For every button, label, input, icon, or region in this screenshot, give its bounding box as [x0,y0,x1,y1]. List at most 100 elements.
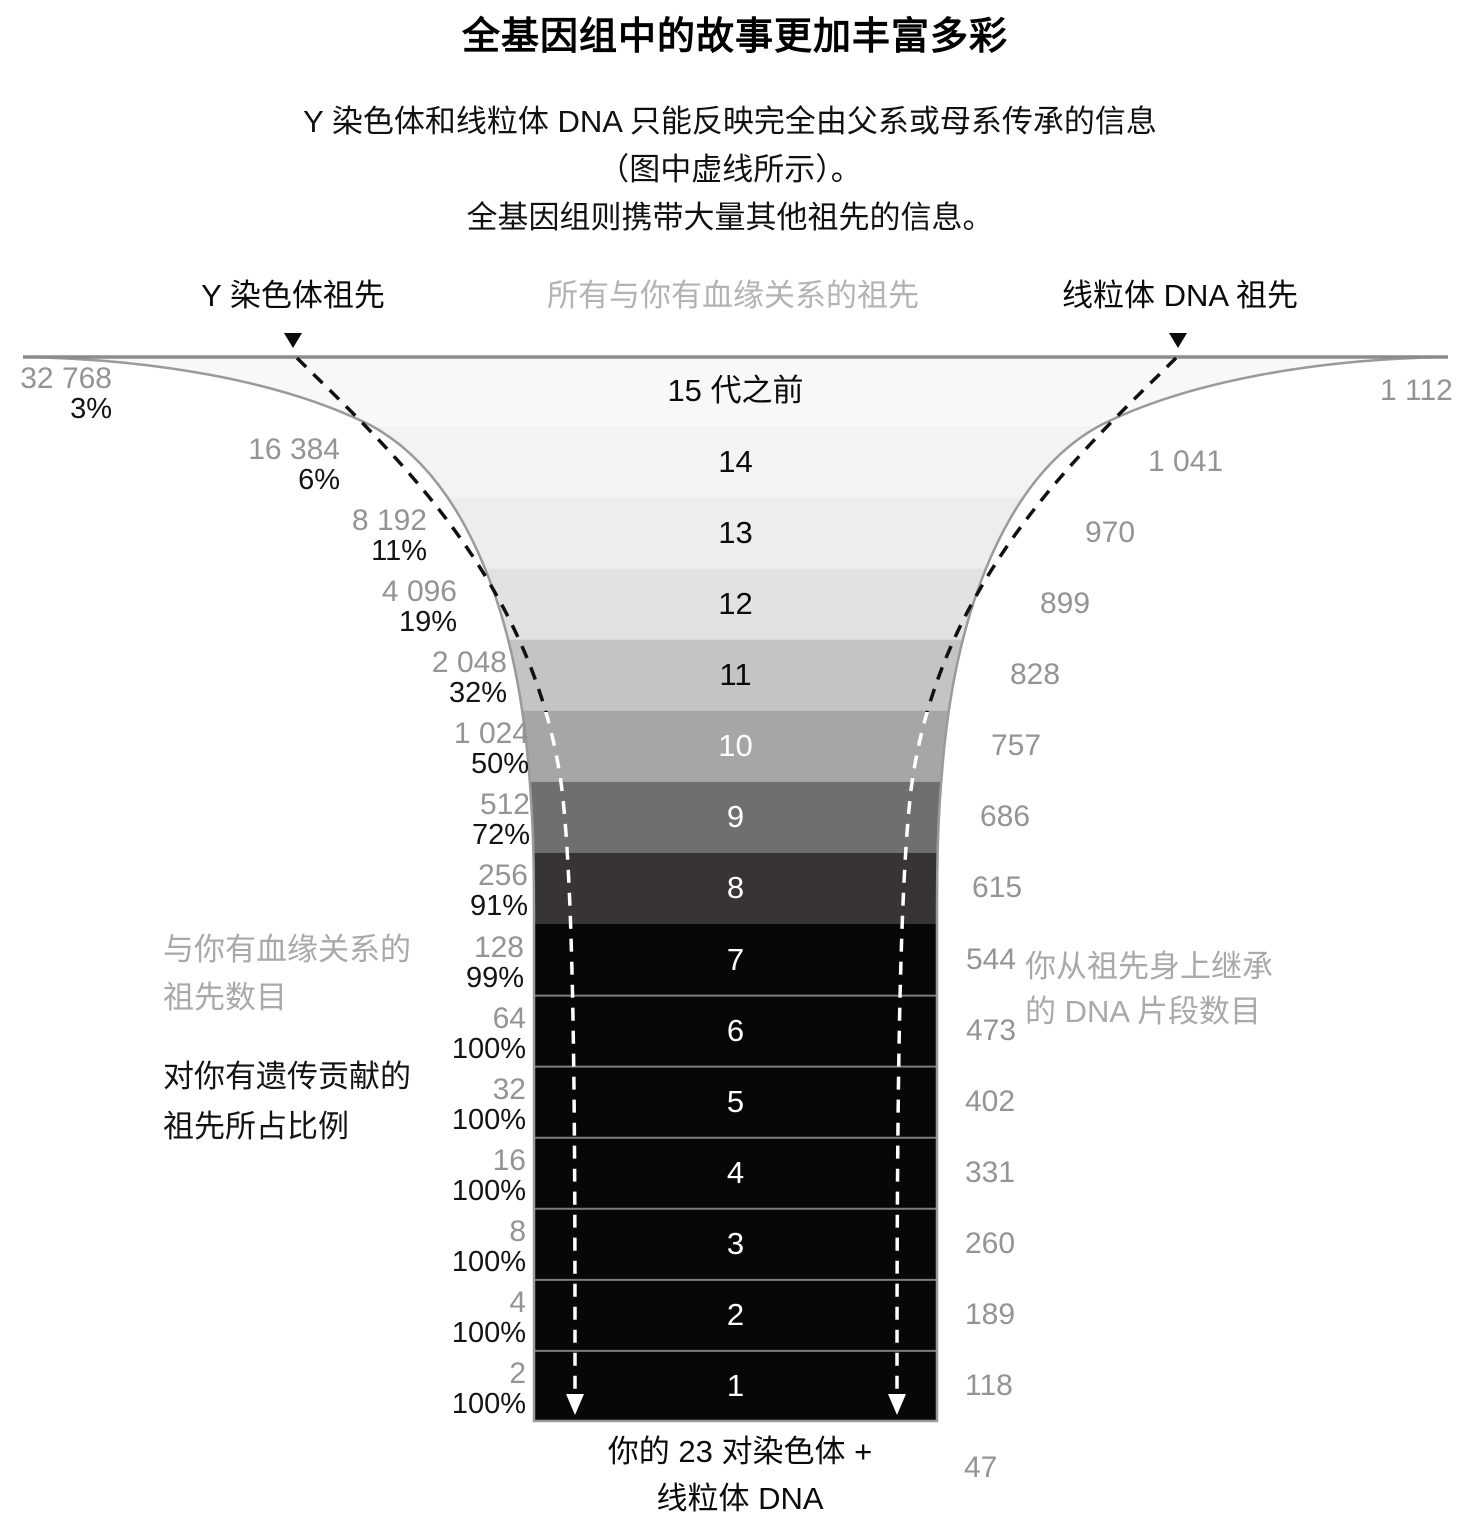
ancestor-count: 4 096 [381,575,457,609]
mtdna-ancestor-label: 线粒体 DNA 祖先 [1062,278,1298,313]
ancestor-count-pair-gen-13: 8 192 11% [352,505,427,567]
segment-count-gen-13: 970 [1085,516,1136,550]
your-chromosomes-label-line-1: 你的 23 对染色体 + [607,1434,873,1469]
generation-label-8: 8 [726,870,745,906]
ancestor-count-annotation-line-1: 与你有血缘关系的 [163,932,411,967]
ancestor-count-pair-gen-5: 32 100% [452,1074,526,1136]
ancestor-count-pair-gen-14: 16 384 6% [248,434,340,496]
percent-contribution: 72% [471,819,530,852]
ancestor-count: 1 024 [453,717,529,751]
ancestor-count-pair-gen-1: 2 100% [452,1358,526,1420]
dna-segments-annotation-line-1: 你从祖先身上继承 [1025,949,1273,984]
segment-count-gen-9: 686 [980,800,1031,834]
chart-subtitle-line-3: 全基因组则携带大量其他祖先的信息。 [466,200,994,235]
segment-count-gen-11: 828 [1010,658,1061,692]
ancestor-count-pair-gen-12: 4 096 19% [382,576,457,638]
segment-count-gen-7: 544 [966,942,1017,976]
band-separators [534,994,937,1352]
generation-label-10: 10 [718,728,753,764]
ancestor-count: 32 768 [20,362,112,395]
segment-count-gen-4: 331 [965,1155,1016,1189]
percent-contribution: 100% [451,1032,526,1065]
percent-contribution: 100% [451,1387,526,1420]
y-lineage-arrowhead-icon [566,1394,584,1415]
generation-label-1: 1 [726,1367,745,1403]
segment-count-gen-3: 260 [965,1226,1016,1260]
ancestor-count-pair-gen-9: 512 72% [472,789,530,851]
chart-subtitle-line-1: Y 染色体和线粒体 DNA 只能反映完全由父系或母系传承的信息 [303,104,1157,139]
ancestor-count: 512 [479,788,530,822]
ancestor-count: 64 [492,1001,526,1035]
generation-label-4: 4 [726,1154,745,1190]
generation-label-5: 5 [726,1083,745,1119]
lineage-dashed-lines [295,356,1178,1394]
segment-count-gen-8: 615 [972,871,1023,905]
ancestor-count: 16 384 [248,433,340,467]
percent-contribution-annotation-line-2: 祖先所占比例 [163,1109,349,1144]
ancestor-count: 8 192 [351,504,427,538]
ancestor-count: 128 [473,930,524,964]
ancestor-count: 2 [509,1356,526,1390]
ancestor-count-pair-gen-8: 256 91% [470,860,528,922]
generation-label-7: 7 [726,941,745,977]
mtdna-lineage-arrowhead-icon [888,1394,906,1415]
ancestor-count-annotation-line-2: 祖先数目 [163,980,287,1015]
segment-count-gen-15: 1 112 [1380,374,1453,407]
segment-count-gen-1: 118 [965,1368,1013,1402]
generation-label-14: 14 [718,444,753,480]
ancestor-count: 256 [477,859,528,893]
segment-count-gen-14: 1 041 [1148,445,1224,479]
ancestor-count: 16 [492,1143,526,1177]
percent-contribution: 100% [451,1103,526,1136]
segment-count-gen-6: 473 [966,1013,1017,1047]
generation-label-15: 15 代之前 [667,373,804,408]
segment-count-gen-12: 899 [1040,587,1091,621]
generation-label-2: 2 [726,1296,745,1332]
ancestor-count-pair-gen-6: 64 100% [452,1003,526,1065]
percent-contribution: 50% [470,748,529,781]
y-chromosome-ancestor-label: Y 染色体祖先 [201,278,385,313]
generation-label-3: 3 [726,1225,745,1261]
ancestor-count-pair-gen-3: 8 100% [452,1216,526,1278]
lineage-markers [284,333,1187,1415]
generation-label-9: 9 [726,799,745,835]
ancestor-count-pair-gen-15: 32 768 3% [20,363,112,425]
chart-subtitle-line-2: （图中虚线所示）。 [598,152,862,187]
ancestor-count: 8 [509,1214,526,1248]
mtdna-lineage-marker-triangle-icon [1169,333,1187,348]
your-chromosomes-label-line-2: 线粒体 DNA [656,1481,824,1516]
ancestor-count: 32 [492,1072,526,1106]
all-ancestors-label: 所有与你有血缘关系的祖先 [547,278,919,313]
percent-contribution: 100% [451,1316,526,1349]
segment-count-gen0: 47 [964,1451,998,1484]
ancestor-count: 4 [509,1285,526,1319]
mtdna-lineage-dashed-line-upper [925,356,1178,712]
percent-contribution: 99% [465,961,524,994]
percent-contribution: 19% [398,606,457,639]
ancestor-count: 2 048 [431,646,507,680]
segment-count-gen-10: 757 [991,729,1042,763]
segment-count-gen-5: 402 [965,1084,1016,1118]
ancestor-count-pair-gen-10: 1 024 50% [454,718,529,780]
percent-contribution-annotation-line-1: 对你有遗传贡献的 [163,1059,411,1094]
funnel-outline [22,355,1449,1423]
generation-label-11: 11 [719,657,752,693]
ancestor-count-pair-gen-4: 16 100% [452,1145,526,1207]
percent-contribution: 100% [451,1174,526,1207]
percent-contribution: 6% [298,464,340,497]
chart-title: 全基因组中的故事更加丰富多彩 [461,16,1009,58]
ancestor-count-pair-gen-2: 4 100% [452,1287,526,1349]
ancestor-count-pair-gen-7: 128 99% [466,932,524,994]
dna-segments-annotation-line-2: 的 DNA 片段数目 [1025,994,1261,1029]
segment-count-gen-2: 189 [965,1297,1016,1331]
percent-contribution: 32% [448,677,507,710]
generation-label-13: 13 [718,515,753,551]
y-lineage-dashed-line-lower [543,712,577,1394]
mtdna-lineage-dashed-line-lower [895,712,930,1394]
percent-contribution: 11% [371,535,427,568]
y-lineage-marker-triangle-icon [284,333,302,348]
percent-contribution: 3% [70,393,112,425]
generation-label-6: 6 [726,1012,745,1048]
